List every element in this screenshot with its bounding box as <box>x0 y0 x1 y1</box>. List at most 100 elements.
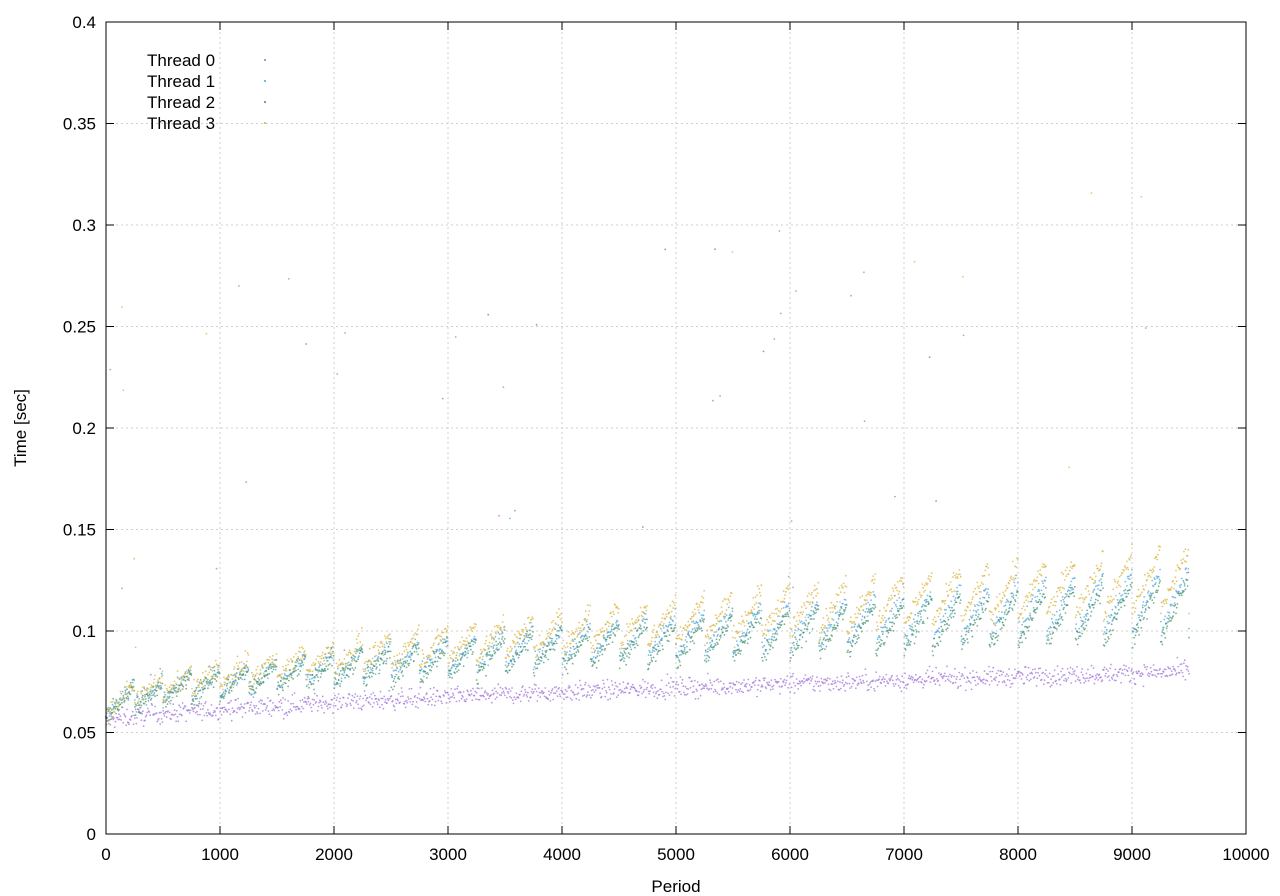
data-point <box>571 662 574 665</box>
data-point <box>1027 666 1030 669</box>
data-point <box>329 663 331 665</box>
data-point <box>1006 598 1008 601</box>
data-point <box>166 695 169 698</box>
data-point <box>921 678 924 681</box>
data-point <box>1058 618 1060 621</box>
data-point <box>475 664 478 667</box>
data-point <box>373 694 376 697</box>
data-point <box>157 679 159 682</box>
data-point <box>883 641 886 644</box>
data-point <box>846 682 849 685</box>
data-point <box>201 688 204 691</box>
data-point <box>287 685 289 688</box>
data-point <box>665 635 668 638</box>
data-point <box>348 693 351 696</box>
data-point <box>180 681 183 683</box>
data-point <box>355 652 357 655</box>
data-point <box>315 658 318 661</box>
data-point <box>1167 667 1170 670</box>
data-point <box>298 659 301 661</box>
data-point <box>553 686 556 689</box>
data-point <box>615 624 618 626</box>
data-point <box>714 248 716 251</box>
data-point <box>467 650 469 652</box>
data-point <box>362 677 365 679</box>
data-point <box>242 666 245 669</box>
data-point <box>1150 593 1153 596</box>
data-point <box>798 644 800 647</box>
data-point <box>271 661 274 664</box>
data-point <box>884 621 887 624</box>
data-point <box>501 631 504 634</box>
data-point <box>803 680 806 683</box>
data-point <box>332 646 334 648</box>
data-point <box>281 686 284 689</box>
data-point <box>725 620 727 623</box>
data-point <box>680 693 682 696</box>
data-point <box>287 674 289 677</box>
data-point <box>734 683 737 686</box>
data-point <box>676 688 679 690</box>
data-point <box>360 707 362 710</box>
data-point <box>288 711 291 714</box>
data-point <box>1031 672 1034 675</box>
data-point <box>305 678 307 681</box>
data-point <box>381 645 384 648</box>
data-point <box>1011 682 1014 685</box>
data-point <box>133 689 136 692</box>
data-point <box>135 711 138 713</box>
data-point <box>185 720 188 723</box>
data-point <box>857 625 859 627</box>
data-point <box>389 697 391 700</box>
data-point <box>582 688 585 690</box>
data-point <box>1152 674 1154 676</box>
data-point <box>959 602 961 604</box>
data-point <box>629 688 632 691</box>
data-point <box>308 686 310 689</box>
data-point <box>760 609 763 612</box>
data-point <box>251 708 253 711</box>
data-point <box>968 627 971 630</box>
data-point <box>355 660 358 663</box>
data-point <box>240 703 243 706</box>
data-point <box>403 665 406 668</box>
data-point <box>760 686 763 688</box>
data-point <box>1105 632 1108 635</box>
data-point <box>847 675 850 678</box>
data-point <box>863 420 866 422</box>
data-point <box>314 662 317 665</box>
data-point <box>1134 634 1137 637</box>
data-point <box>171 696 174 699</box>
data-point <box>1139 672 1142 675</box>
data-point <box>243 670 245 673</box>
data-point <box>256 711 258 713</box>
data-point <box>112 716 115 718</box>
data-point <box>332 643 335 645</box>
data-point <box>1148 675 1151 678</box>
data-point <box>357 703 359 706</box>
data-point <box>575 697 578 700</box>
data-point <box>274 659 277 661</box>
data-point <box>202 685 205 688</box>
data-point <box>280 673 283 676</box>
data-point <box>1039 667 1042 670</box>
data-point <box>1058 615 1061 617</box>
data-point <box>1094 598 1097 601</box>
data-point <box>223 695 226 697</box>
data-point <box>344 669 346 671</box>
data-point <box>572 640 575 642</box>
data-point <box>359 641 362 643</box>
data-point <box>409 656 412 658</box>
data-point <box>1180 669 1182 672</box>
data-point <box>511 665 513 668</box>
data-point <box>921 605 924 608</box>
data-point <box>789 651 792 654</box>
data-point <box>248 710 251 712</box>
data-point <box>261 666 264 668</box>
data-point <box>1180 594 1183 597</box>
data-point <box>521 650 523 652</box>
data-point <box>563 666 566 669</box>
data-point <box>285 682 287 685</box>
data-point <box>1187 670 1190 672</box>
data-point <box>869 681 872 684</box>
